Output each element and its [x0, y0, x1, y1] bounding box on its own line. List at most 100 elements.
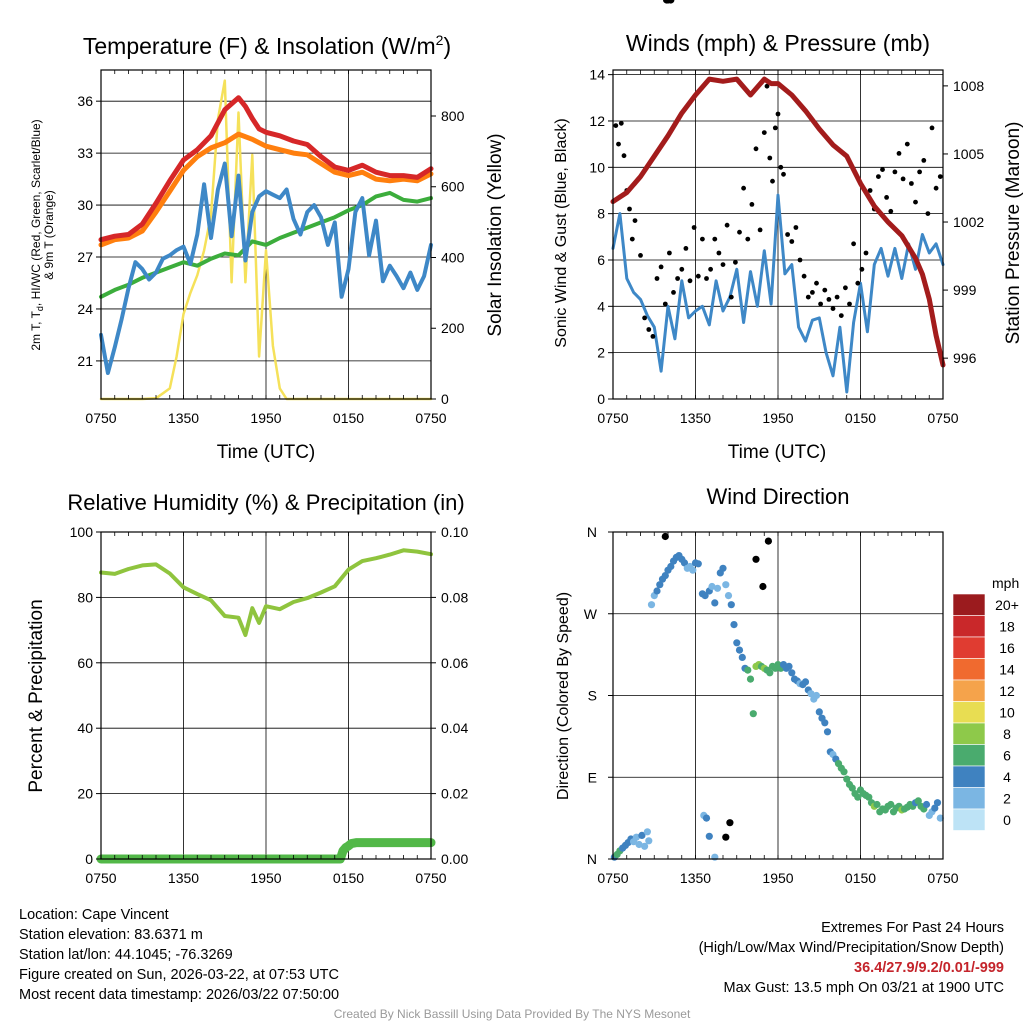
direction-point [823, 728, 832, 736]
gust-point [904, 141, 910, 147]
station-info: Location: Cape Vincent Station elevation… [19, 905, 339, 1005]
pressure-line [610, 76, 946, 368]
gust-point [896, 151, 902, 156]
temp-ylabel: 2m T, Td, HI/WC (Red, Green, Scarlet/Blu… [29, 119, 56, 350]
direction-point [638, 831, 646, 840]
gust-point [724, 222, 730, 228]
gust-point [700, 236, 705, 242]
colorbar-unit: mph [992, 575, 1019, 591]
p2-xtick-label: 0750 [927, 410, 958, 426]
winds-panel: Winds (mph) & Pressure (mb) 0750 1350 1950… [553, 30, 1024, 463]
p2-left-tick-label: 0 [597, 391, 605, 407]
winds-title: Winds (mph) & Pressure (mb) [626, 30, 930, 56]
colorbar-swatch [952, 744, 986, 767]
gust-point [863, 250, 869, 256]
gust-point [720, 262, 726, 267]
p2-right-tick-label: 1005 [953, 146, 984, 162]
direction-point [931, 804, 939, 812]
colorbar-label: 10 [999, 704, 1015, 720]
p1-left-tick-label: 21 [77, 353, 93, 369]
gust-point [650, 334, 656, 339]
gust-point [917, 169, 922, 175]
p3-xtick-label: 0750 [85, 870, 116, 886]
humidity-panel: Relative Humidity (%) & Precipitation (i… [26, 490, 468, 886]
direction-point [764, 537, 773, 545]
p4-xtick-label: 1950 [762, 870, 793, 886]
gust-point [627, 206, 632, 212]
gust-point [855, 280, 861, 286]
gust-point [675, 276, 680, 281]
gust-point [621, 153, 627, 159]
direction-point [661, 572, 669, 580]
colorbar-label: 16 [999, 640, 1015, 656]
svg-text:2m T, Td, HI/WC (Red, Green, S: 2m T, Td, HI/WC (Red, Green, Scarlet/Blu… [29, 119, 45, 350]
windchill-line [99, 161, 433, 375]
temp-y2label: Solar Insolation (Yellow) [485, 133, 506, 336]
gust-point [793, 225, 799, 230]
gust-point [826, 297, 832, 302]
direction-point [711, 599, 719, 607]
gust-point [667, 250, 672, 256]
direction-point [933, 799, 942, 807]
winds-y2label: Station Pressure (Maroon) [1003, 122, 1024, 345]
direction-point [724, 592, 733, 600]
gust-point [662, 301, 668, 307]
direction-point [854, 793, 862, 801]
gust-point [632, 218, 638, 224]
direction-point [821, 719, 829, 727]
gust-point [733, 259, 738, 265]
p2-xtick-label: 0750 [597, 410, 628, 426]
gust-point [785, 232, 790, 237]
direction-point [653, 587, 661, 595]
colorbar-swatch [952, 808, 986, 831]
humidity-title: Relative Humidity (%) & Precipitation (i… [67, 490, 464, 515]
gust-point [781, 171, 786, 177]
gust-point [838, 313, 844, 318]
p1-left-tick-label: 30 [77, 197, 93, 213]
gust-point [843, 285, 848, 291]
p3-xtick-label: 0150 [333, 870, 364, 886]
gust-point [646, 327, 652, 332]
gust-point [789, 239, 795, 244]
colorbar-label: 4 [1003, 769, 1011, 785]
p4-left-tick-label: S [588, 688, 597, 704]
gust-point [749, 202, 755, 207]
p2-xtick-label: 0150 [845, 410, 876, 426]
p1-xtick-label: 1350 [168, 410, 199, 426]
direction-point [801, 678, 810, 686]
gust-point [880, 167, 885, 173]
p4-xtick-label: 0750 [597, 870, 628, 886]
svg-text:& 9m T (Orange): & 9m T (Orange) [42, 190, 56, 280]
p1-left-tick-label: 33 [77, 145, 93, 161]
extremes-values: 36.4/27.9/9.2/0.01/-999 [854, 960, 1004, 976]
temperature-panel: Temperature (F) & Insolation (W/m2) 0750… [29, 32, 506, 463]
p1-xtick-label: 1950 [250, 410, 281, 426]
gust-point [847, 301, 852, 307]
gust-point [867, 188, 873, 193]
direction-point [656, 581, 664, 589]
direction-ylabel: Direction (Colored By Speed) [555, 592, 572, 800]
gust-point [770, 178, 775, 184]
gust-point [884, 195, 889, 200]
direction-point [647, 601, 656, 609]
p2-xtick-label: 1950 [762, 410, 793, 426]
gust-point [695, 273, 701, 279]
direction-point [936, 814, 944, 822]
direction-point [632, 833, 641, 841]
p2-left-tick-label: 4 [597, 298, 605, 314]
p2-left-tick-label: 2 [597, 345, 605, 361]
direction-point [848, 784, 856, 792]
p1-right-tick-label: 800 [441, 108, 465, 124]
colorbar-swatch [952, 615, 986, 638]
gust-point [767, 155, 773, 161]
gust-point [691, 225, 697, 230]
gust-point [805, 294, 811, 300]
colorbar-swatch [952, 722, 986, 745]
gust-point [929, 125, 935, 131]
p1-right-tick-label: 200 [441, 320, 465, 336]
direction-point [733, 639, 741, 647]
station-elevation: Station elevation: 83.6371 m [19, 927, 203, 943]
gust-point [876, 174, 881, 180]
gust-point [638, 253, 643, 258]
direction-point [702, 814, 711, 822]
